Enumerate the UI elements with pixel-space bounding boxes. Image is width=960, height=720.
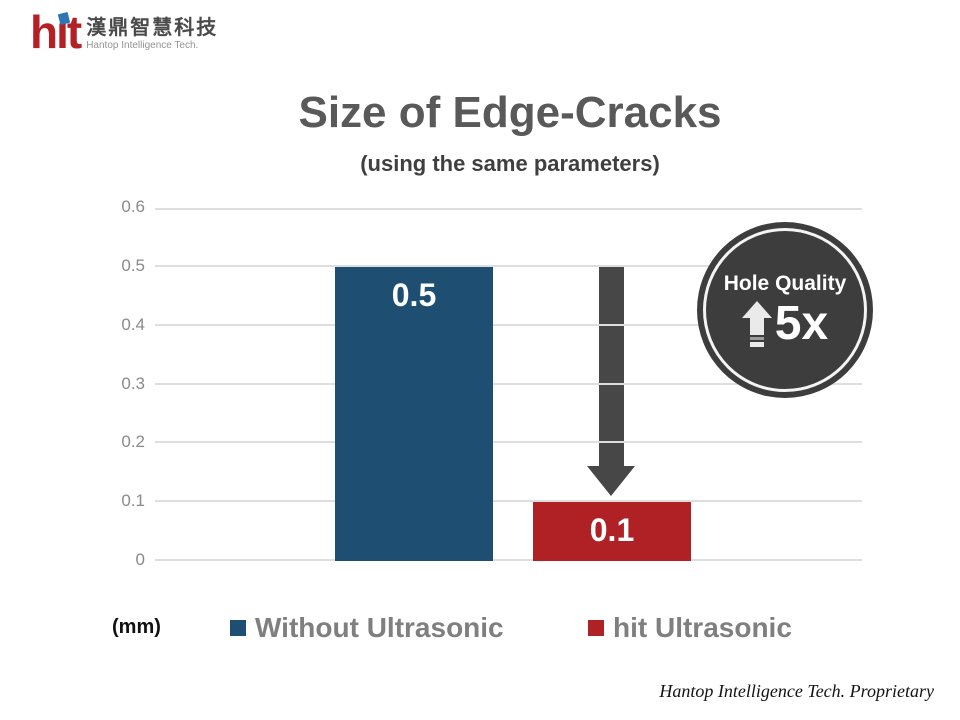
- ytick-label: 0: [135, 550, 145, 569]
- decrease-arrow-icon: [587, 466, 635, 496]
- legend-label: Without Ultrasonic: [255, 612, 504, 643]
- legend-swatch-icon: [230, 620, 246, 636]
- ytick-label: 0.4: [121, 314, 145, 334]
- bar-value-label: 0.5: [391, 276, 437, 313]
- ytick-label: 0.3: [121, 373, 145, 393]
- gridline: [155, 208, 862, 210]
- ytick-label: 0.2: [121, 432, 145, 452]
- logo-chinese-name: 漢鼎智慧科技: [86, 17, 219, 39]
- footer-note: Hantop Intelligence Tech. Proprietary: [659, 681, 934, 701]
- company-logo: hit 漢鼎智慧科技 Hantop Intelligence Tech.: [30, 8, 218, 56]
- page-subtitle: (using the same parameters): [360, 151, 660, 176]
- hole-quality-badge: Hole Quality 5x: [697, 222, 873, 398]
- logo-wordmark: hit: [30, 6, 82, 58]
- legend-item: hit Ultrasonic: [588, 609, 792, 647]
- legend-swatch-icon: [588, 620, 604, 636]
- gridline: [155, 559, 862, 561]
- page-title: Size of Edge-Cracks: [298, 88, 722, 137]
- increase-arrow-icon: [741, 300, 772, 347]
- badge-title: Hole Quality: [723, 272, 847, 295]
- ytick-label: 0.5: [121, 255, 145, 275]
- bar-without-ultrasonic: 0.5: [335, 266, 493, 561]
- gridline: [155, 382, 862, 385]
- gridline: [155, 441, 862, 444]
- legend-label: hit Ultrasonic: [613, 612, 792, 643]
- gridline: [155, 264, 862, 267]
- legend-item: Without Ultrasonic: [230, 609, 504, 647]
- gridline: [155, 323, 862, 326]
- decrease-arrow-shaft: [599, 267, 624, 467]
- ytick-label: 0.6: [121, 197, 145, 216]
- units-label: (mm): [112, 616, 161, 638]
- badge-multiplier: 5x: [774, 297, 829, 350]
- plot-area: 0 0.1 0.2 0.3 0.4 0.5 0.6 0.5 0.1: [121, 197, 862, 569]
- logo-english-name: Hantop Intelligence Tech.: [86, 40, 199, 51]
- gridline: [155, 500, 862, 503]
- ytick-label: 0.1: [121, 491, 145, 511]
- bar-hit-ultrasonic: 0.1: [533, 502, 691, 561]
- badge-row: 5x: [741, 297, 829, 350]
- logo-text-column: 漢鼎智慧科技 Hantop Intelligence Tech.: [86, 8, 218, 52]
- logo-hit-text: hit: [30, 6, 82, 58]
- bar-value-label: 0.1: [589, 512, 635, 549]
